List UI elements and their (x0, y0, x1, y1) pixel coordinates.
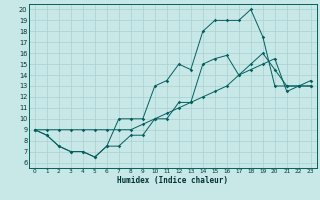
X-axis label: Humidex (Indice chaleur): Humidex (Indice chaleur) (117, 176, 228, 185)
